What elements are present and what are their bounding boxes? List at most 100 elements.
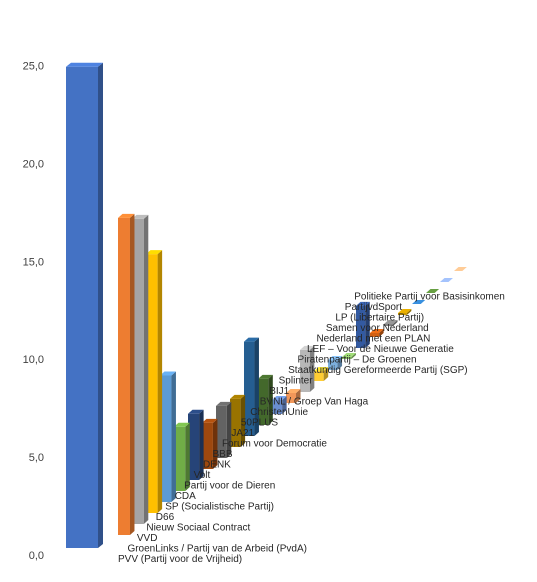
category-label: Forum voor Democratie bbox=[222, 439, 327, 450]
bar-top-face bbox=[412, 300, 426, 304]
bar-partijvdsport bbox=[440, 278, 453, 282]
bar-side-face bbox=[212, 418, 218, 469]
category-label: ChristenUnie bbox=[250, 407, 308, 418]
bar-d66 bbox=[160, 371, 176, 502]
bar-front-face bbox=[188, 413, 200, 480]
bar-side-face bbox=[406, 308, 412, 315]
bar-top-face bbox=[314, 366, 329, 371]
category-label: Splinter bbox=[279, 376, 314, 387]
bar-side-face bbox=[171, 371, 176, 502]
category-label: BIJ1 bbox=[269, 386, 289, 397]
category-label: Samen voor Nederland bbox=[326, 323, 429, 334]
bar-top-face bbox=[384, 319, 398, 324]
category-label: Nieuw Sociaal Contract bbox=[146, 523, 250, 534]
bar-christenunie bbox=[300, 345, 315, 392]
bar-top-face bbox=[258, 374, 273, 379]
bar-sp-socialistische-partij bbox=[174, 422, 190, 491]
category-label: LEF – Voor de Nieuwe Generatie bbox=[307, 344, 454, 355]
bar-top-face bbox=[118, 213, 135, 218]
bar-top-face bbox=[398, 308, 412, 313]
bar-top-face bbox=[342, 352, 356, 357]
category-label: BBB bbox=[213, 449, 233, 460]
bar-front-face bbox=[356, 305, 366, 348]
category-label: Piratenpartij – De Groenen bbox=[298, 355, 417, 366]
category-label: GroenLinks / Partij van de Arbeid (PvdA) bbox=[127, 544, 307, 555]
bar-front-face bbox=[202, 422, 213, 469]
bar-side-face bbox=[337, 355, 343, 370]
bar-front-face bbox=[118, 217, 130, 535]
bar-partij-voor-de-dieren bbox=[202, 418, 218, 469]
bar-side-face bbox=[157, 250, 163, 513]
bar-front-face bbox=[174, 426, 186, 491]
category-labels: PVV (Partij voor de Vrijheid)GroenLinks … bbox=[118, 292, 505, 566]
bar-front-face bbox=[244, 341, 255, 436]
bar-splinter bbox=[342, 352, 356, 359]
category-label: D66 bbox=[156, 512, 175, 523]
bar-nieuw-sociaal-contract bbox=[146, 250, 163, 513]
bar-groenlinks-partij-van-de-arbeid-pvda bbox=[118, 213, 135, 535]
bar-lef-voor-de-nieuwe-generatie bbox=[384, 319, 398, 326]
bar-side-face bbox=[295, 388, 301, 403]
bar-side-face bbox=[199, 409, 204, 480]
bar-top-face bbox=[202, 418, 218, 423]
bar-front-face bbox=[342, 356, 352, 359]
bar-samen-voor-nederland bbox=[412, 300, 426, 304]
bar-side-face bbox=[98, 62, 103, 548]
bar-side-face bbox=[226, 401, 232, 458]
bar-top-face bbox=[132, 214, 149, 219]
bar-top-face bbox=[146, 250, 163, 255]
bar-side-face bbox=[282, 395, 287, 414]
bar-front-face bbox=[230, 398, 241, 447]
y-tick-label: 25,0 bbox=[23, 61, 44, 73]
bar-top-face bbox=[188, 409, 204, 414]
bar-politieke-partij-voor-basisinkomen bbox=[454, 267, 467, 271]
category-label: VVD bbox=[137, 533, 158, 544]
bar-vvd bbox=[132, 214, 149, 524]
category-label: JA21 bbox=[231, 428, 254, 439]
bar-side-face bbox=[351, 352, 356, 359]
bar-50plus bbox=[286, 388, 301, 403]
category-label: PVV (Partij voor de Vrijheid) bbox=[118, 554, 242, 565]
bar-side-face bbox=[365, 301, 370, 348]
bar-nederland-met-een-plan bbox=[398, 308, 412, 315]
bar-front-face bbox=[160, 375, 172, 502]
bar-top-face bbox=[328, 355, 343, 360]
bar-front-face bbox=[258, 378, 269, 425]
bar-top-face bbox=[230, 394, 246, 399]
bar-lp-libertaire-partij bbox=[426, 289, 440, 293]
bar-side-face bbox=[254, 337, 259, 436]
bar-side-face bbox=[268, 374, 273, 425]
y-tick-label: 0,0 bbox=[29, 550, 44, 562]
bar-side-face bbox=[309, 345, 315, 392]
bar-bbb bbox=[244, 337, 259, 436]
category-label: Partij voor de Dieren bbox=[184, 481, 275, 492]
bar-top-face bbox=[300, 345, 315, 350]
bar-volt bbox=[216, 401, 232, 458]
bar-side-face bbox=[379, 328, 384, 337]
bar-front-face bbox=[328, 359, 338, 370]
bar-top-face bbox=[356, 301, 370, 306]
bar-forum-voor-democratie bbox=[258, 374, 273, 425]
bar-top-face bbox=[174, 422, 190, 427]
y-tick-label: 10,0 bbox=[23, 354, 44, 366]
bar-top-face bbox=[160, 371, 176, 376]
bar-top-face bbox=[440, 278, 453, 282]
bar-front-face bbox=[272, 399, 283, 414]
bar-front-face bbox=[146, 254, 158, 513]
category-label: CDA bbox=[175, 491, 196, 502]
category-label: BVNL / Groep Van Haga bbox=[260, 397, 369, 408]
bar-front-face bbox=[314, 370, 324, 381]
category-label: PartijvdSport bbox=[345, 302, 402, 313]
bar-top-face bbox=[66, 62, 103, 67]
bar-pvv-partij-voor-de-vrijheid bbox=[66, 62, 103, 548]
bar-staatkundig-gereformeerde-partij-sgp bbox=[356, 301, 370, 348]
category-label: SP (Socialistische Partij) bbox=[165, 502, 274, 513]
bar-bvnl-groep-van-haga bbox=[314, 366, 329, 381]
bar-front-face bbox=[216, 405, 227, 458]
bar-front-face bbox=[286, 392, 296, 403]
bar-side-face bbox=[129, 213, 135, 535]
category-label: Volt bbox=[194, 470, 211, 481]
category-label: 50PLUS bbox=[241, 418, 279, 429]
y-tick-label: 20,0 bbox=[23, 158, 44, 170]
y-axis: 0,0 5,0 10,0 15,0 20,0 25,0 bbox=[23, 61, 44, 562]
